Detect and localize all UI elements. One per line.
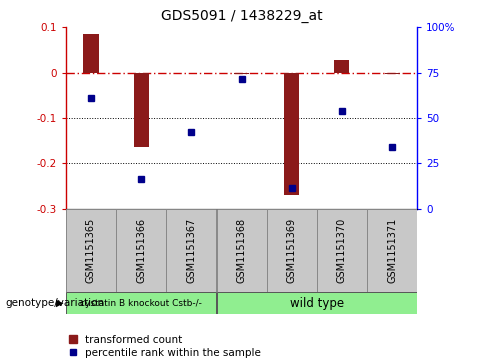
Text: genotype/variation: genotype/variation [5,298,104,308]
Bar [166,209,216,292]
Text: GSM1151367: GSM1151367 [186,218,196,283]
Title: GDS5091 / 1438229_at: GDS5091 / 1438229_at [161,9,323,24]
Text: GSM1151369: GSM1151369 [287,218,297,283]
Text: ▶: ▶ [56,298,63,308]
Bar [267,209,317,292]
Text: GSM1151368: GSM1151368 [237,218,246,283]
Bar [66,209,116,292]
Text: cystatin B knockout Cstb-/-: cystatin B knockout Cstb-/- [80,299,202,307]
Text: GSM1151371: GSM1151371 [387,218,397,283]
Bar [83,34,99,73]
Bar [367,209,417,292]
Bar [234,73,249,74]
Bar [334,60,349,73]
Text: wild type: wild type [290,297,344,310]
Text: GSM1151370: GSM1151370 [337,218,347,283]
Text: GSM1151366: GSM1151366 [136,218,146,283]
Bar [116,209,166,292]
Legend: transformed count, percentile rank within the sample: transformed count, percentile rank withi… [69,335,261,358]
Bar [66,292,216,314]
Bar [217,292,417,314]
Text: GSM1151365: GSM1151365 [86,218,96,283]
Bar [284,73,299,195]
Bar [317,209,367,292]
Bar [217,209,266,292]
Bar [134,73,149,147]
